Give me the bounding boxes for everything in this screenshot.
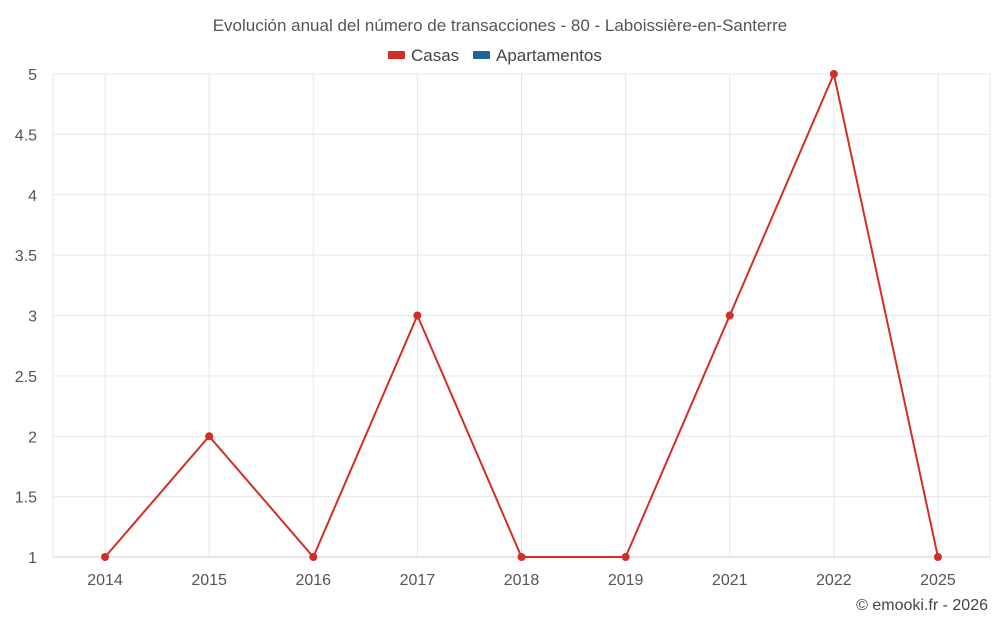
legend-item-apartamentos[interactable]: Apartamentos [473,46,602,65]
chart-title: Evolución anual del número de transaccio… [213,16,788,35]
y-tick-label: 2.5 [15,369,37,386]
y-tick-label: 4.5 [15,127,37,144]
y-tick-label: 3 [28,309,37,326]
legend-swatch-casas [388,51,405,59]
x-tick-label: 2022 [816,572,852,589]
y-tick-label: 5 [28,67,37,84]
legend-swatch-apartamentos [473,51,490,59]
x-tick-label: 2017 [400,572,436,589]
series [101,70,942,561]
data-point[interactable] [725,311,734,320]
credit-text: © emooki.fr - 2026 [856,597,988,614]
legend-label-casas: Casas [411,46,459,65]
x-tick-label: 2014 [87,572,123,589]
x-tick-label: 2025 [920,572,956,589]
x-tick-label: 2019 [608,572,644,589]
x-tick-label: 2021 [712,572,748,589]
labels: 1 1.5 2 2.5 3 3.5 4 4.5 5 2014 2015 2016 2017 2018 201… [15,67,956,589]
legend-label-apartamentos: Apartamentos [496,46,602,65]
data-point[interactable] [205,432,214,441]
y-tick-label: 1 [28,550,37,567]
data-point[interactable] [101,553,110,561]
y-tick-label: 2 [28,429,37,446]
legend-item-casas[interactable]: Casas [388,46,459,65]
legend[interactable]: Casas Apartamentos [388,46,602,65]
data-point[interactable] [933,553,942,561]
data-point[interactable] [621,553,630,561]
x-tick-label: 2018 [504,572,540,589]
y-tick-label: 3.5 [15,248,37,265]
grid [52,73,991,557]
data-point[interactable] [517,553,526,561]
y-tick-label: 4 [28,188,37,205]
data-point[interactable] [413,311,422,320]
x-tick-label: 2016 [295,572,331,589]
x-tick-label: 2015 [191,572,227,589]
data-point[interactable] [309,553,318,561]
y-tick-label: 1.5 [15,490,37,507]
data-point[interactable] [829,70,838,78]
